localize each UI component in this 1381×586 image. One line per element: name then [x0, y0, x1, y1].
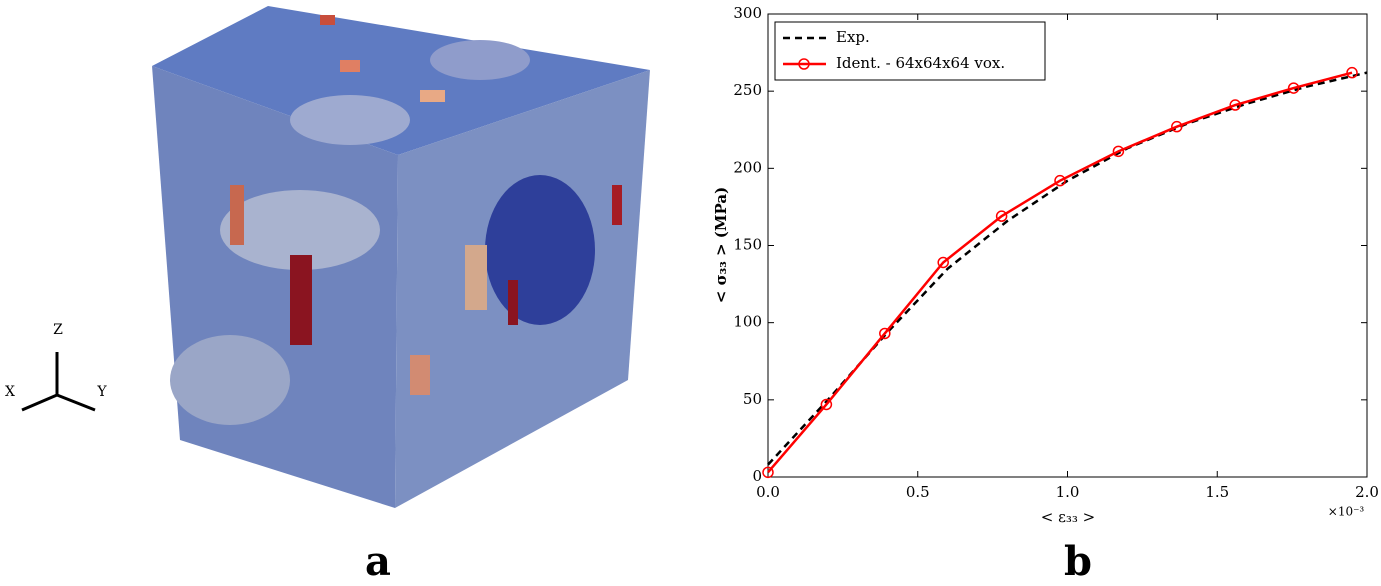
marker	[1171, 120, 1183, 133]
grain	[410, 355, 430, 395]
grain	[485, 175, 595, 325]
grain	[430, 40, 530, 80]
y-tick-label: 100	[733, 313, 762, 331]
y-tick-label: 150	[733, 236, 762, 254]
marker	[1112, 145, 1125, 158]
axis-label: Z	[53, 322, 63, 338]
x-offset-label: ×10⁻³	[1328, 505, 1365, 519]
grain	[230, 185, 244, 245]
legend-swatch	[798, 58, 810, 70]
axis-triad	[21, 352, 96, 412]
grain	[340, 60, 360, 72]
y-tick-label: 200	[733, 158, 762, 176]
grain	[508, 280, 518, 325]
axis-label: Y	[96, 384, 107, 400]
grain	[420, 90, 445, 102]
marker	[937, 256, 949, 269]
plot-frame	[767, 13, 1368, 478]
marker	[995, 210, 1008, 222]
marker	[1346, 66, 1358, 79]
marker	[1229, 99, 1241, 111]
marker	[1287, 82, 1300, 94]
series-line	[767, 71, 1368, 466]
x-tick-label: 1.5	[1205, 483, 1229, 501]
marker	[762, 466, 774, 479]
x-tick-label: 0.5	[906, 483, 930, 501]
x-axis-title: < ε₃₃ >	[1041, 508, 1095, 526]
y-tick-label: 300	[733, 4, 762, 22]
marker	[820, 398, 833, 411]
legend-label: Ident. - 64x64x64 vox.	[836, 54, 1005, 72]
y-axis-title: < σ₃₃ > (MPa)	[712, 187, 730, 303]
y-tick-label: 50	[743, 390, 762, 408]
grain	[290, 95, 410, 145]
x-tick-label: 2.0	[1355, 483, 1379, 501]
series-line	[767, 71, 1353, 474]
panel-label: a	[365, 538, 391, 582]
grain	[612, 185, 622, 225]
grain	[220, 190, 380, 270]
grain	[320, 15, 335, 25]
legend-box	[774, 21, 1046, 81]
x-arrow	[21, 393, 58, 412]
y-arrow	[56, 393, 96, 412]
grain	[290, 255, 312, 345]
x-tick-label: 1.0	[1056, 483, 1080, 501]
panel-label: b	[1064, 538, 1092, 582]
legend-label: Exp.	[836, 28, 870, 46]
y-tick-label: 0	[752, 467, 762, 485]
cube-render	[152, 6, 650, 508]
cube-top	[152, 6, 650, 155]
marker	[879, 327, 891, 340]
x-tick-label: 0.0	[756, 483, 780, 501]
marker	[1054, 174, 1066, 187]
grain	[170, 335, 290, 425]
axis-label: X	[5, 384, 15, 400]
grain	[465, 245, 487, 310]
y-tick-label: 250	[733, 81, 762, 99]
